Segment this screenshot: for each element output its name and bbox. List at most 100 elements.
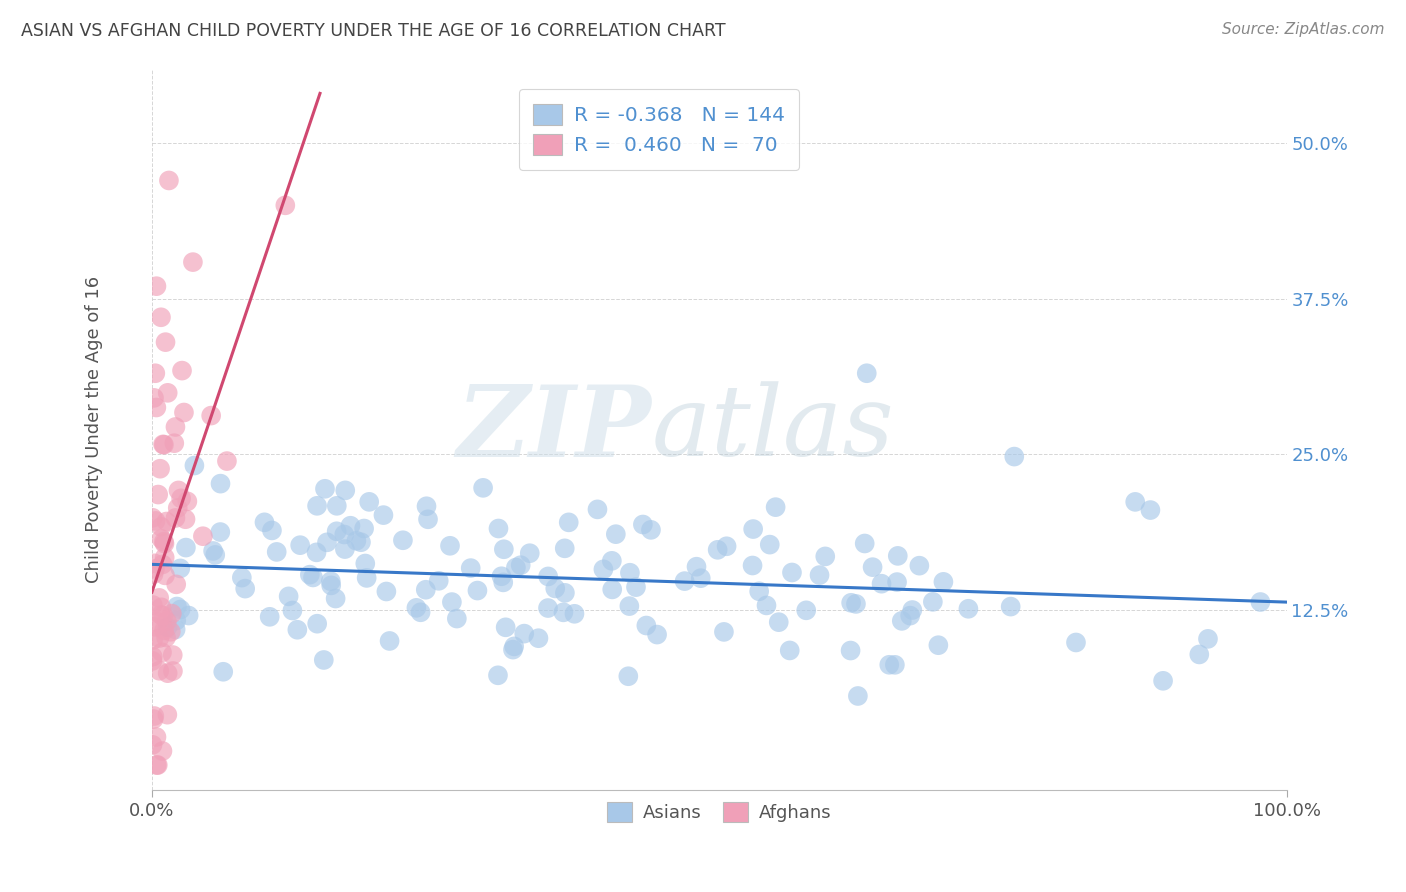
Point	[319, 574, 342, 589]
Point	[305, 545, 328, 559]
Point	[145, 401, 167, 415]
Point	[862, 560, 884, 574]
Point	[160, 607, 183, 621]
Point	[631, 517, 654, 532]
Point	[148, 631, 170, 645]
Point	[156, 620, 179, 634]
Point	[503, 640, 526, 654]
Point	[748, 584, 770, 599]
Point	[325, 591, 347, 606]
Point	[537, 569, 560, 583]
Point	[148, 664, 170, 678]
Point	[814, 549, 837, 564]
Point	[321, 578, 343, 592]
Point	[592, 562, 614, 576]
Point	[513, 626, 536, 640]
Point	[901, 603, 924, 617]
Point	[145, 730, 167, 744]
Point	[260, 524, 283, 538]
Point	[165, 623, 187, 637]
Point	[156, 385, 179, 400]
Point	[359, 495, 381, 509]
Point	[215, 454, 238, 468]
Point	[155, 631, 177, 645]
Point	[145, 514, 167, 528]
Point	[233, 582, 256, 596]
Point	[277, 590, 299, 604]
Point	[231, 571, 253, 585]
Point	[173, 405, 195, 419]
Point	[356, 571, 378, 585]
Point	[150, 645, 173, 659]
Point	[344, 533, 367, 548]
Point	[159, 624, 181, 639]
Point	[143, 366, 166, 380]
Point	[150, 532, 173, 546]
Text: Source: ZipAtlas.com: Source: ZipAtlas.com	[1222, 22, 1385, 37]
Point	[298, 567, 321, 582]
Y-axis label: Child Poverty Under the Age of 16: Child Poverty Under the Age of 16	[86, 276, 103, 582]
Point	[839, 596, 862, 610]
Point	[617, 669, 640, 683]
Point	[886, 575, 908, 590]
Point	[150, 310, 173, 325]
Point	[200, 409, 222, 423]
Point	[768, 615, 790, 629]
Point	[166, 599, 188, 614]
Point	[502, 642, 524, 657]
Point	[554, 541, 576, 556]
Point	[155, 335, 177, 350]
Point	[333, 542, 356, 557]
Point	[619, 599, 641, 613]
Point	[143, 562, 166, 576]
Point	[586, 502, 609, 516]
Point	[375, 584, 398, 599]
Point	[316, 535, 339, 549]
Point	[170, 491, 193, 506]
Point	[492, 542, 515, 557]
Point	[307, 616, 329, 631]
Point	[415, 500, 437, 514]
Point	[887, 549, 910, 563]
Point	[1000, 599, 1022, 614]
Point	[333, 527, 356, 541]
Point	[467, 583, 489, 598]
Point	[427, 574, 450, 588]
Point	[544, 582, 567, 596]
Point	[741, 558, 763, 573]
Point	[673, 574, 696, 588]
Point	[877, 657, 900, 672]
Point	[204, 548, 226, 562]
Point	[758, 538, 780, 552]
Point	[191, 529, 214, 543]
Point	[141, 510, 163, 524]
Point	[846, 689, 869, 703]
Point	[148, 615, 170, 629]
Point	[148, 487, 170, 501]
Point	[152, 558, 174, 572]
Point	[558, 516, 581, 530]
Point	[266, 545, 288, 559]
Point	[165, 511, 187, 525]
Point	[605, 527, 627, 541]
Point	[153, 568, 176, 582]
Point	[416, 512, 439, 526]
Point	[405, 600, 427, 615]
Point	[378, 634, 401, 648]
Legend: Asians, Afghans: Asians, Afghans	[593, 789, 845, 835]
Point	[274, 198, 297, 212]
Point	[141, 738, 163, 752]
Point	[794, 603, 817, 617]
Point	[519, 546, 541, 560]
Point	[472, 481, 495, 495]
Point	[350, 535, 373, 549]
Point	[495, 620, 517, 634]
Point	[839, 643, 862, 657]
Point	[325, 524, 347, 539]
Point	[808, 568, 831, 582]
Point	[765, 500, 787, 515]
Point	[314, 482, 336, 496]
Point	[1139, 503, 1161, 517]
Point	[755, 599, 778, 613]
Point	[288, 538, 311, 552]
